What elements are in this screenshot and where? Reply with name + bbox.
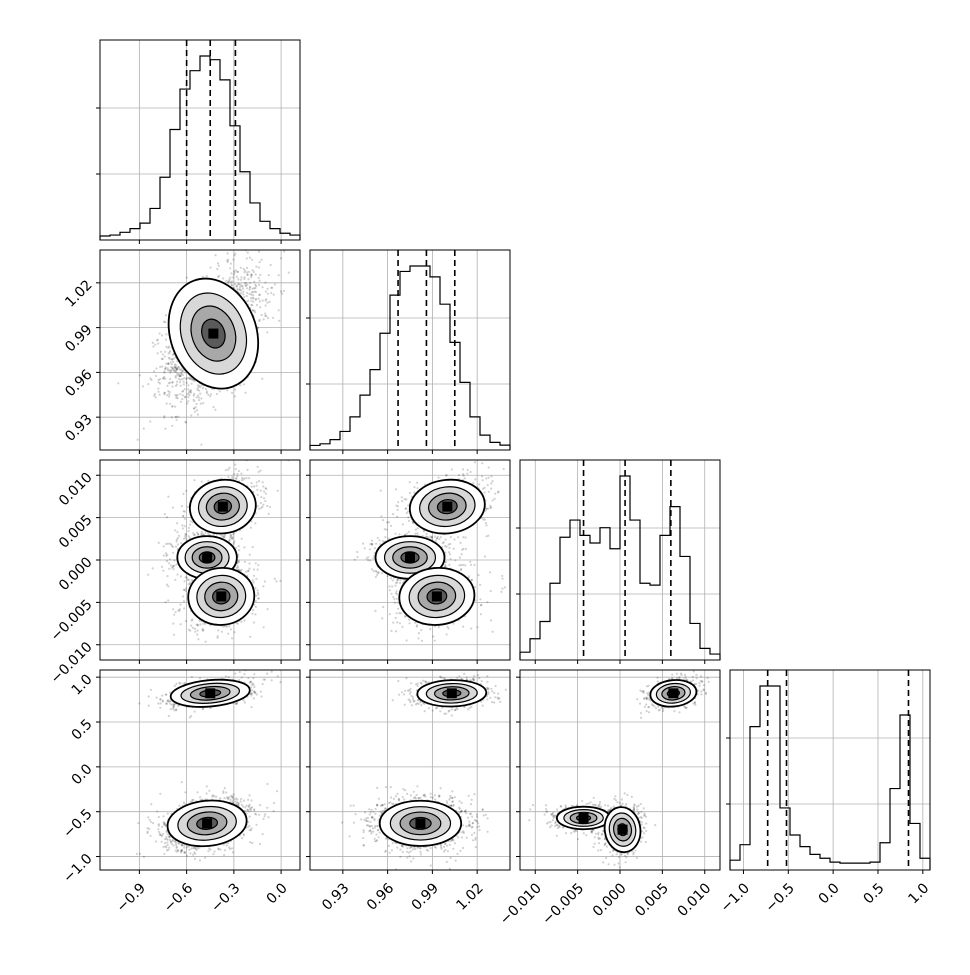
y-tick-label: 1.0: [69, 672, 96, 699]
y-tick-label: 1.02: [62, 277, 95, 310]
histogram-steps: [100, 56, 300, 240]
scatter-panel-1-3: [306, 668, 510, 874]
x-tick-label: 0.0: [816, 880, 843, 907]
scatter-panel-1-2: [306, 456, 510, 664]
y-tick-label: 0.010: [56, 470, 96, 510]
x-tick-label: −0.5: [763, 880, 798, 915]
y-tick-label: 0.005: [56, 512, 96, 552]
density-peak: [579, 813, 589, 823]
x-tick-label: 1.02: [453, 880, 486, 913]
density-peak: [202, 818, 212, 828]
x-tick-label: −0.010: [497, 880, 545, 928]
histogram-panel-2: [516, 460, 720, 664]
y-tick-label: −1.0: [60, 851, 95, 886]
x-tick-label: 0.99: [409, 880, 442, 913]
x-tick-label: 0.010: [675, 880, 715, 920]
histogram-steps: [730, 686, 930, 870]
x-tick-label: 0.0: [264, 880, 291, 907]
x-tick-label: 0.5: [861, 880, 888, 907]
x-tick-label: −0.9: [114, 880, 149, 915]
y-tick-label: 0.000: [56, 554, 96, 594]
x-tick-label: 0.005: [632, 880, 672, 920]
density-peak: [432, 591, 442, 601]
density-peak: [208, 329, 218, 339]
x-tick-label: 1.0: [905, 880, 932, 907]
density-peak: [618, 825, 628, 835]
x-tick-label: 0.93: [319, 880, 352, 913]
histogram-steps: [310, 266, 510, 450]
density-peak: [415, 818, 425, 828]
x-tick-label: −1.0: [718, 880, 753, 915]
y-tick-label: 0.96: [62, 367, 95, 400]
density-peak: [405, 552, 415, 562]
x-tick-label: −0.3: [208, 880, 243, 915]
x-tick-label: 0.000: [590, 880, 630, 920]
histogram-panel-1: [306, 250, 510, 454]
density-peak: [205, 688, 215, 698]
x-tick-label: −0.6: [161, 880, 196, 915]
histogram-panel-3: [726, 670, 930, 874]
histogram-panel-0: [96, 40, 300, 244]
density-peak: [447, 688, 457, 698]
scatter-panel-0-3: [96, 669, 300, 874]
y-tick-label: −0.5: [60, 806, 95, 841]
y-tick-label: 0.99: [62, 322, 95, 355]
density-peak: [442, 502, 452, 512]
y-tick-label: −0.005: [48, 597, 96, 645]
y-tick-label: 0.93: [62, 412, 95, 445]
density-peak: [668, 688, 678, 698]
y-tick-label: 0.0: [69, 761, 96, 788]
x-tick-label: −0.005: [539, 880, 587, 928]
density-peak: [202, 552, 212, 562]
density-peak: [218, 502, 228, 512]
density-peak: [216, 591, 226, 601]
scatter-panel-0-1: [96, 215, 300, 471]
x-tick-label: 0.96: [364, 880, 397, 913]
scatter-panel-2-3: [516, 670, 720, 874]
scatter-panel-0-2: [96, 458, 300, 664]
y-tick-label: 0.5: [69, 716, 96, 743]
